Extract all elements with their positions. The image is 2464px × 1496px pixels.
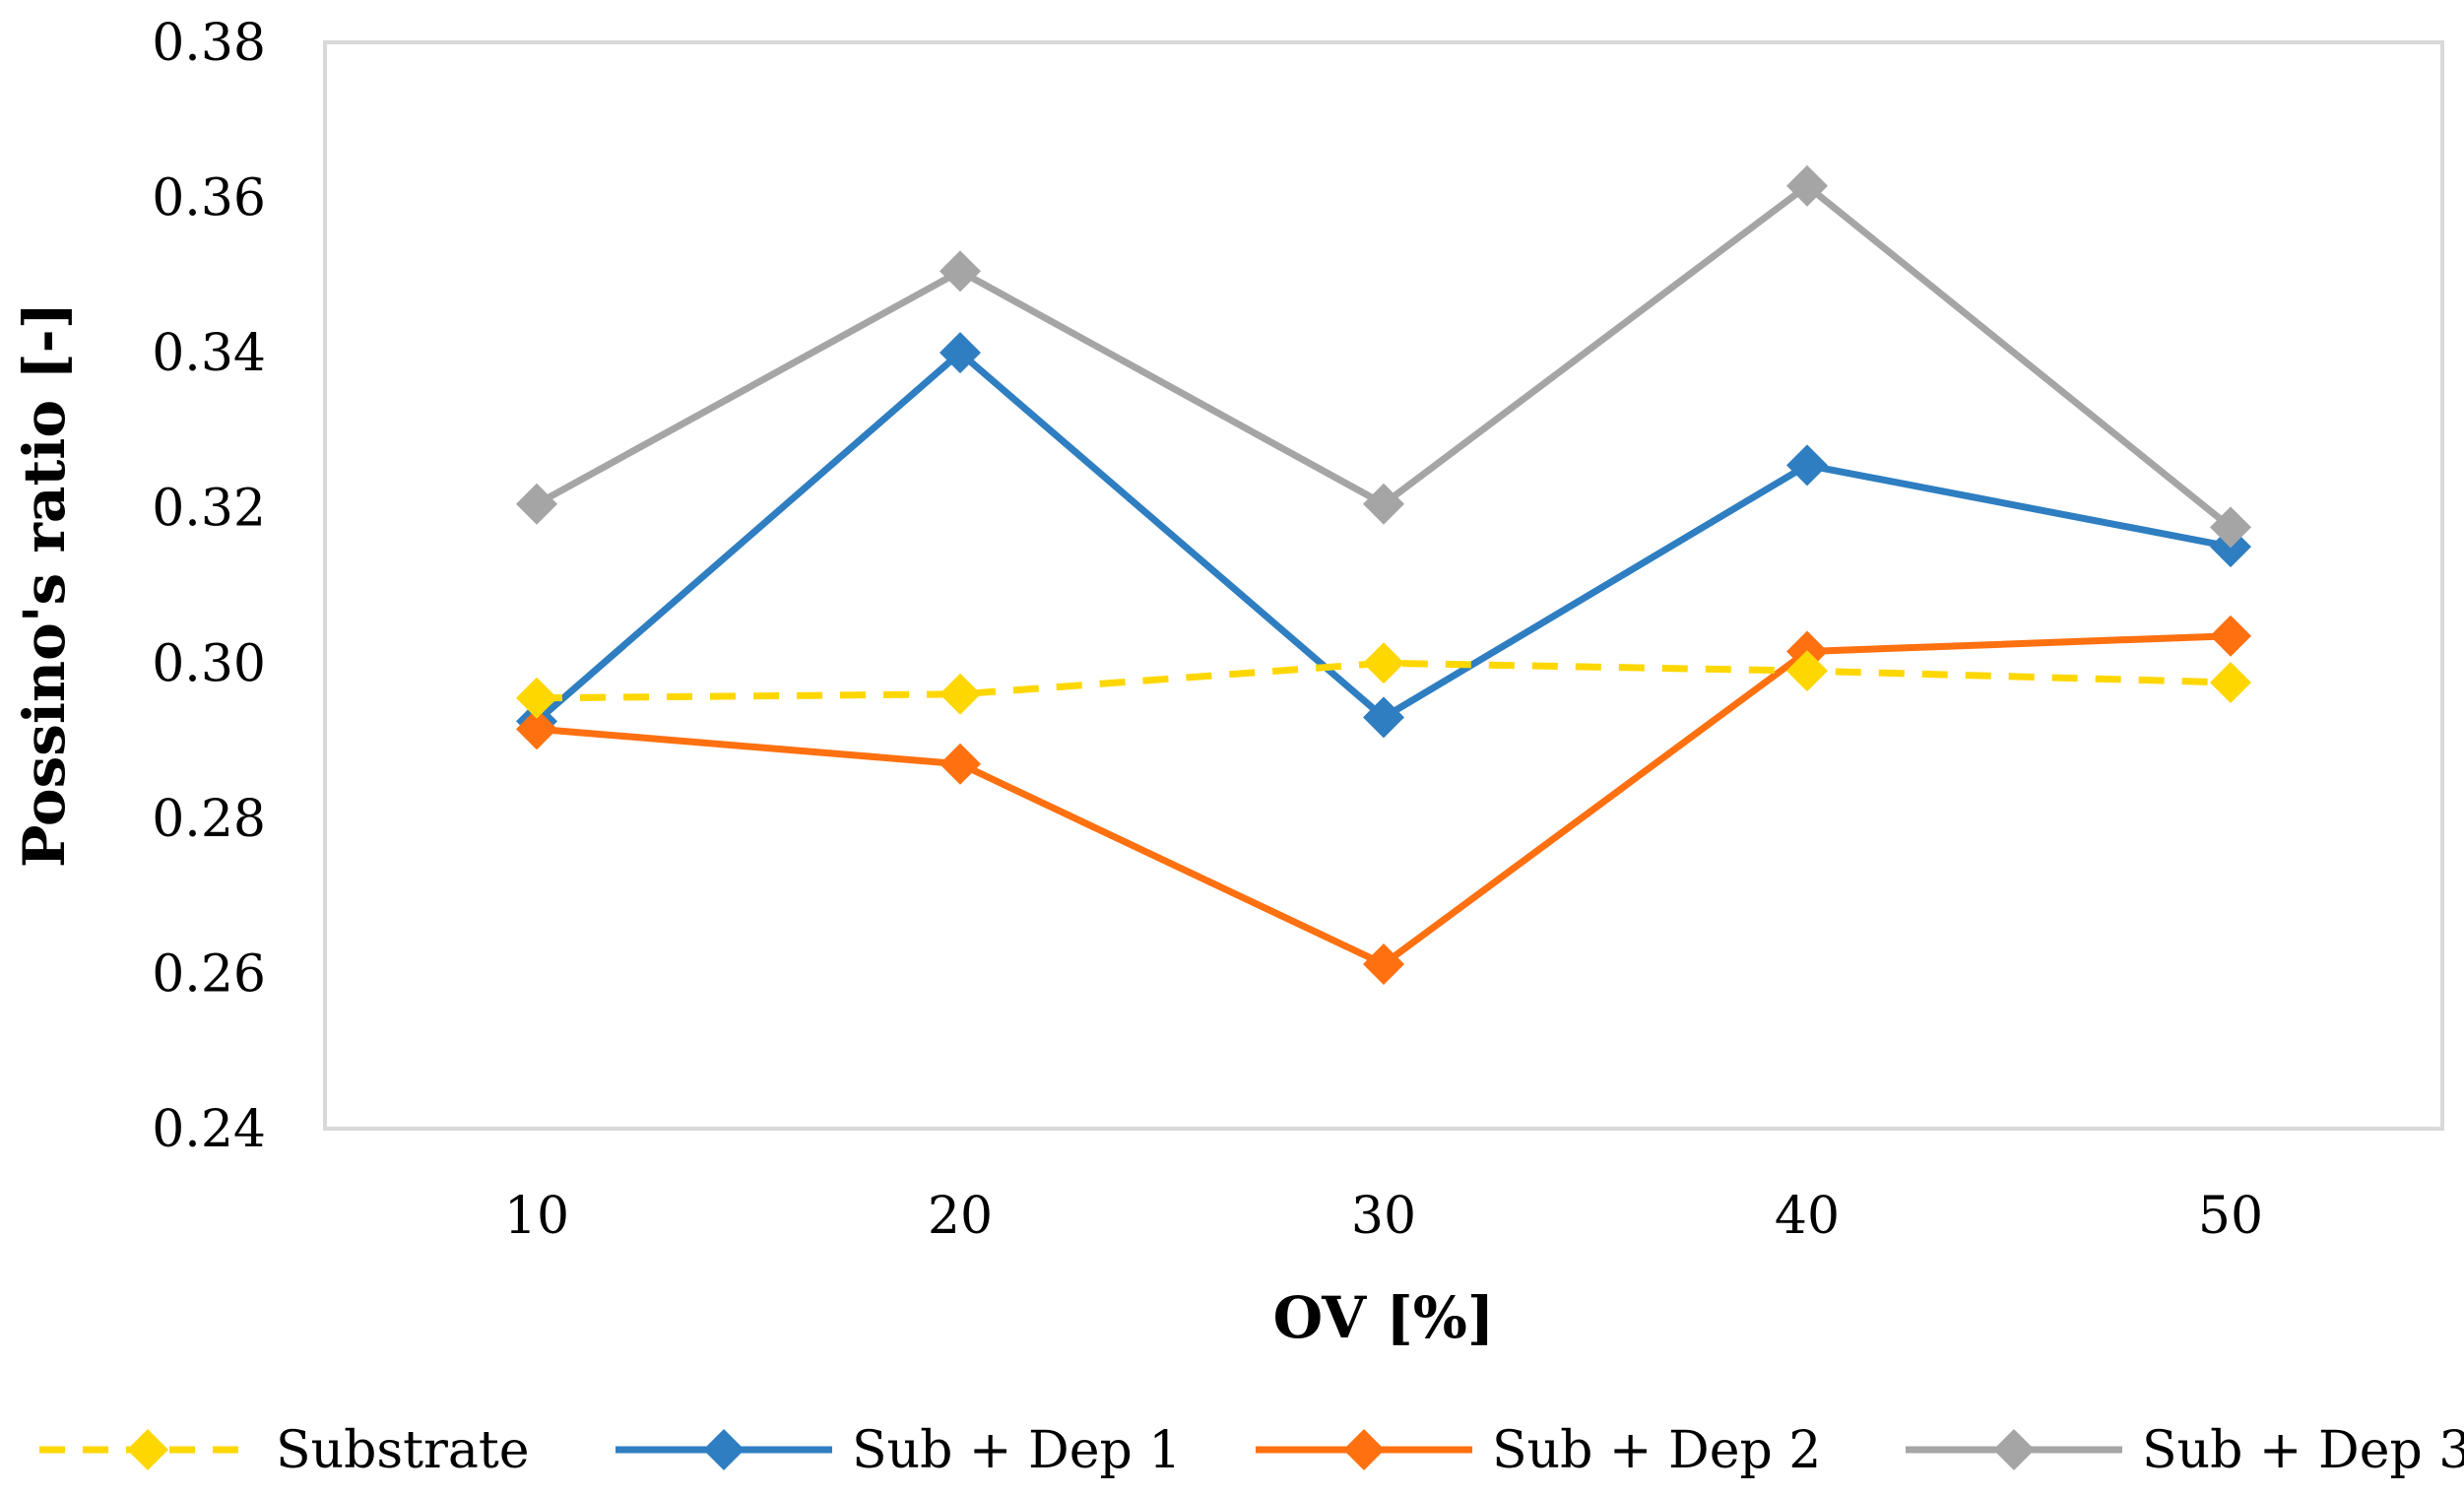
data-point xyxy=(2210,661,2251,703)
y-tick-label: 0.34 xyxy=(152,324,266,383)
data-point xyxy=(1786,444,1828,487)
legend-label: Sub + Dep 2 xyxy=(1492,1421,1821,1480)
legend-item: Sub + Dep 1 xyxy=(616,1421,1181,1480)
data-point xyxy=(2210,615,2251,657)
x-tick-label: 10 xyxy=(504,1187,569,1246)
data-point xyxy=(516,677,557,719)
y-tick-label: 0.32 xyxy=(152,480,266,539)
data-point xyxy=(1363,642,1404,684)
legend-swatch-marker xyxy=(1343,1429,1385,1470)
x-axis-title: OV [%] xyxy=(1273,1284,1495,1351)
y-axis-ticks: 0.24 0.26 0.28 0.30 0.32 0.34 0.36 0.38 xyxy=(152,14,266,1159)
data-point xyxy=(940,332,981,374)
data-point xyxy=(940,743,981,785)
data-point xyxy=(1363,943,1404,985)
legend-swatch-marker xyxy=(703,1429,745,1470)
series-0 xyxy=(516,642,2251,719)
legend-label: Sub + Dep 3 xyxy=(2142,1421,2464,1480)
data-point xyxy=(1786,164,1828,207)
x-axis-ticks: 10 20 30 40 50 xyxy=(504,1187,2263,1246)
legend-label: Sub + Dep 1 xyxy=(852,1421,1181,1480)
data-point xyxy=(516,483,557,525)
data-point xyxy=(1363,696,1404,739)
legend-item: Sub + Dep 3 xyxy=(1906,1421,2464,1480)
series-2 xyxy=(516,615,2251,985)
legend-item: Substrate xyxy=(39,1421,530,1480)
x-tick-label: 30 xyxy=(1351,1187,1416,1246)
series-3 xyxy=(516,164,2251,549)
data-point xyxy=(516,708,557,750)
legend: Substrate Sub + Dep 1 Sub + Dep 2 Sub + Dep… xyxy=(39,1421,2464,1480)
y-tick-label: 0.24 xyxy=(152,1100,266,1159)
y-tick-label: 0.36 xyxy=(152,169,266,228)
x-tick-label: 40 xyxy=(1775,1187,1840,1246)
x-tick-label: 50 xyxy=(2198,1187,2263,1246)
y-tick-label: 0.38 xyxy=(152,14,266,73)
y-tick-label: 0.26 xyxy=(152,944,266,1004)
legend-label: Substrate xyxy=(276,1421,530,1480)
x-tick-label: 20 xyxy=(928,1187,993,1246)
legend-swatch-marker xyxy=(1993,1429,2035,1470)
data-point xyxy=(1786,650,1828,692)
data-point xyxy=(940,250,981,293)
y-tick-label: 0.30 xyxy=(152,634,266,693)
legend-swatch-marker xyxy=(127,1429,168,1470)
y-axis-title: Possino's ratio [-] xyxy=(11,302,78,868)
data-point xyxy=(940,673,981,715)
series-group xyxy=(516,164,2251,985)
data-point xyxy=(1363,483,1404,525)
legend-item: Sub + Dep 2 xyxy=(1256,1421,1821,1480)
data-point xyxy=(2210,506,2251,549)
y-tick-label: 0.28 xyxy=(152,790,266,849)
